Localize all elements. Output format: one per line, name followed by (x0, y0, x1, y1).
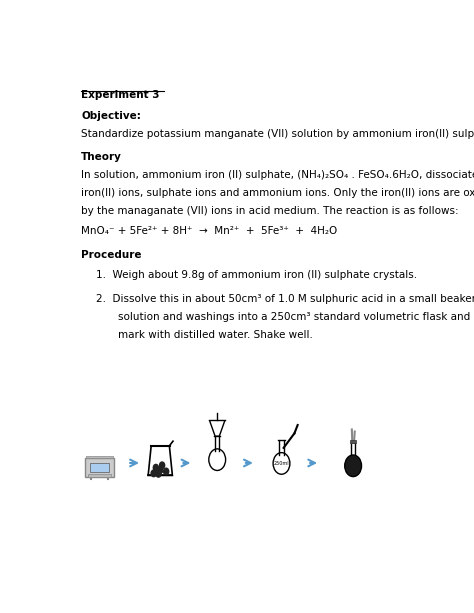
Bar (90, 463, 109, 472)
Text: solution and washings into a 250cm³ standard volumetric flask and make up to the: solution and washings into a 250cm³ stan… (118, 313, 474, 322)
Bar (85, 458, 114, 477)
Circle shape (153, 465, 158, 471)
Circle shape (151, 470, 156, 477)
Circle shape (345, 455, 362, 476)
Text: 1.  Weigh about 9.8g of ammonium iron (II) sulphate crystals.: 1. Weigh about 9.8g of ammonium iron (II… (96, 270, 417, 280)
Text: MnO₄⁻ + 5Fe²⁺ + 8H⁺  →  Mn²⁺  +  5Fe³⁺  +  4H₂O: MnO₄⁻ + 5Fe²⁺ + 8H⁺ → Mn²⁺ + 5Fe³⁺ + 4H₂… (82, 226, 337, 235)
Circle shape (160, 462, 164, 468)
Text: Standardize potassium manganate (VII) solution by ammonium iron(II) sulphate: Standardize potassium manganate (VII) so… (82, 129, 474, 139)
Bar (350, 440, 356, 443)
Bar (86, 455, 113, 458)
Bar (88, 474, 111, 477)
Text: Procedure: Procedure (82, 250, 142, 260)
Text: Theory: Theory (82, 152, 122, 162)
Circle shape (156, 471, 161, 477)
Text: mark with distilled water. Shake well.: mark with distilled water. Shake well. (118, 330, 313, 340)
Circle shape (164, 468, 169, 474)
Text: In solution, ammonium iron (II) sulphate, (NH₄)₂SO₄ . FeSO₄.6H₂O, dissociates in: In solution, ammonium iron (II) sulphate… (82, 170, 474, 180)
Text: 2.  Dissolve this in about 50cm³ of 1.0 M sulphuric acid in a small beaker. Tran: 2. Dissolve this in about 50cm³ of 1.0 M… (96, 294, 474, 305)
Text: 250ml: 250ml (273, 461, 289, 466)
Text: Experiment 3: Experiment 3 (82, 90, 160, 100)
Text: iron(II) ions, sulphate ions and ammonium ions. Only the iron(II) ions are oxidi: iron(II) ions, sulphate ions and ammoniu… (82, 188, 474, 198)
Text: by the managanate (VII) ions in acid medium. The reaction is as follows:: by the managanate (VII) ions in acid med… (82, 206, 459, 216)
Circle shape (158, 466, 163, 473)
Text: Objective:: Objective: (82, 112, 141, 121)
